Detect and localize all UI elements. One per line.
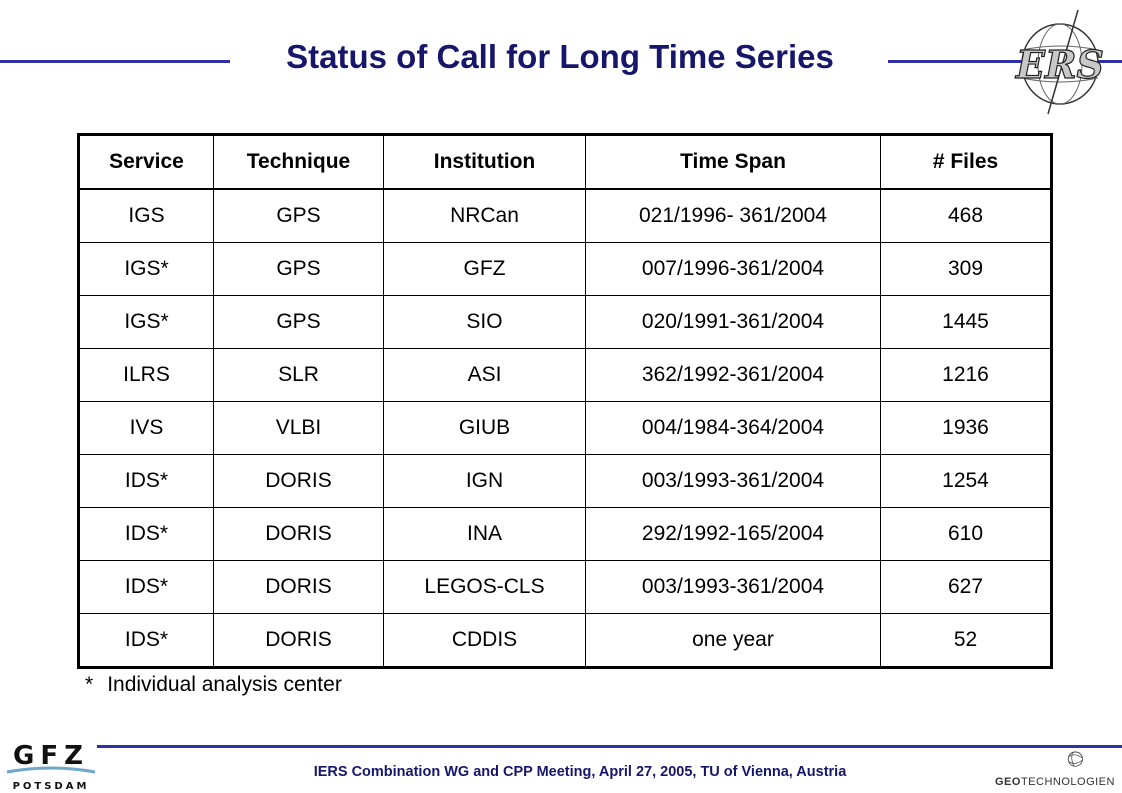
- cell-technique: DORIS: [213, 560, 384, 614]
- cell-technique: DORIS: [213, 613, 384, 668]
- footnote: * Individual analysis center: [85, 673, 342, 697]
- cell-service: IGS: [78, 188, 214, 243]
- table-row: IVS VLBI GIUB 004/1984-364/2004 1936: [78, 401, 1052, 455]
- cell-files: 627: [880, 560, 1052, 614]
- cell-service: IGS*: [78, 295, 214, 349]
- cell-technique: GPS: [213, 188, 384, 243]
- cell-technique: DORIS: [213, 454, 384, 508]
- cell-service: IDS*: [78, 507, 214, 561]
- cell-institution: GFZ: [383, 242, 586, 296]
- cell-time-span: 007/1996-361/2004: [585, 242, 881, 296]
- page-title: Status of Call for Long Time Series: [286, 38, 834, 75]
- cell-service: ILRS: [78, 348, 214, 402]
- cell-time-span: 003/1993-361/2004: [585, 560, 881, 614]
- cell-time-span: 003/1993-361/2004: [585, 454, 881, 508]
- column-header-files: # Files: [880, 134, 1052, 190]
- cell-institution: GIUB: [383, 401, 586, 455]
- cell-technique: SLR: [213, 348, 384, 402]
- footer-meeting-text: IERS Combination WG and CPP Meeting, Apr…: [313, 764, 847, 780]
- cell-files: 1445: [880, 295, 1052, 349]
- long-time-series-table: Service Technique Institution Time Span …: [77, 133, 1053, 669]
- cell-time-span: one year: [585, 613, 881, 668]
- cell-files: 1936: [880, 401, 1052, 455]
- cell-files: 610: [880, 507, 1052, 561]
- cell-institution: LEGOS-CLS: [383, 560, 586, 614]
- cell-institution: CDDIS: [383, 613, 586, 668]
- table-row: IGS GPS NRCan 021/1996- 361/2004 468: [78, 188, 1052, 243]
- cell-time-span: 362/1992-361/2004: [585, 348, 881, 402]
- cell-service: IDS*: [78, 613, 214, 668]
- ers-logo-text: ERS: [1015, 42, 1104, 87]
- gfz-logo-subtext: POTSDAM: [13, 781, 90, 792]
- cell-institution: NRCan: [383, 188, 586, 243]
- geotechnologien-logo-text: GEOTECHNOLOGIEN: [995, 776, 1115, 788]
- geo-logo-rest: TECHNOLOGIEN: [1020, 776, 1115, 788]
- cell-institution: IGN: [383, 454, 586, 508]
- cell-files: 1254: [880, 454, 1052, 508]
- cell-time-span: 021/1996- 361/2004: [585, 188, 881, 243]
- table-header-row: Service Technique Institution Time Span …: [78, 134, 1052, 190]
- table-row: IDS* DORIS CDDIS one year 52: [78, 613, 1052, 668]
- gfz-potsdam-logo: GFZ POTSDAM: [6, 741, 96, 792]
- cell-technique: GPS: [213, 242, 384, 296]
- column-header-time-span: Time Span: [585, 134, 881, 190]
- geotechnologien-globe-icon: [1067, 751, 1083, 767]
- cell-files: 1216: [880, 348, 1052, 402]
- footer-rule: [97, 745, 1122, 748]
- cell-technique: GPS: [213, 295, 384, 349]
- cell-service: IVS: [78, 401, 214, 455]
- cell-files: 468: [880, 188, 1052, 243]
- column-header-technique: Technique: [213, 134, 384, 190]
- column-header-institution: Institution: [383, 134, 586, 190]
- ers-globe-logo: ERS: [1014, 9, 1105, 115]
- cell-files: 309: [880, 242, 1052, 296]
- cell-institution: INA: [383, 507, 586, 561]
- cell-time-span: 292/1992-165/2004: [585, 507, 881, 561]
- table-row: IDS* DORIS IGN 003/1993-361/2004 1254: [78, 454, 1052, 508]
- footnote-marker: *: [85, 673, 94, 696]
- cell-institution: ASI: [383, 348, 586, 402]
- header-rule-left: [0, 60, 230, 63]
- cell-technique: DORIS: [213, 507, 384, 561]
- gfz-logo-text: GFZ: [13, 741, 89, 771]
- cell-technique: VLBI: [213, 401, 384, 455]
- table-row: IGS* GPS SIO 020/1991-361/2004 1445: [78, 295, 1052, 349]
- table-row: IGS* GPS GFZ 007/1996-361/2004 309: [78, 242, 1052, 296]
- header-rule-right: [888, 60, 1122, 63]
- cell-time-span: 004/1984-364/2004: [585, 401, 881, 455]
- cell-time-span: 020/1991-361/2004: [585, 295, 881, 349]
- table-row: ILRS SLR ASI 362/1992-361/2004 1216: [78, 348, 1052, 402]
- footnote-text: Individual analysis center: [107, 673, 342, 696]
- cell-institution: SIO: [383, 295, 586, 349]
- column-header-service: Service: [78, 134, 214, 190]
- cell-service: IDS*: [78, 560, 214, 614]
- cell-service: IGS*: [78, 242, 214, 296]
- table-row: IDS* DORIS INA 292/1992-165/2004 610: [78, 507, 1052, 561]
- cell-service: IDS*: [78, 454, 214, 508]
- table-row: IDS* DORIS LEGOS-CLS 003/1993-361/2004 6…: [78, 560, 1052, 614]
- cell-files: 52: [880, 613, 1052, 668]
- geo-logo-bold: GEO: [995, 776, 1021, 788]
